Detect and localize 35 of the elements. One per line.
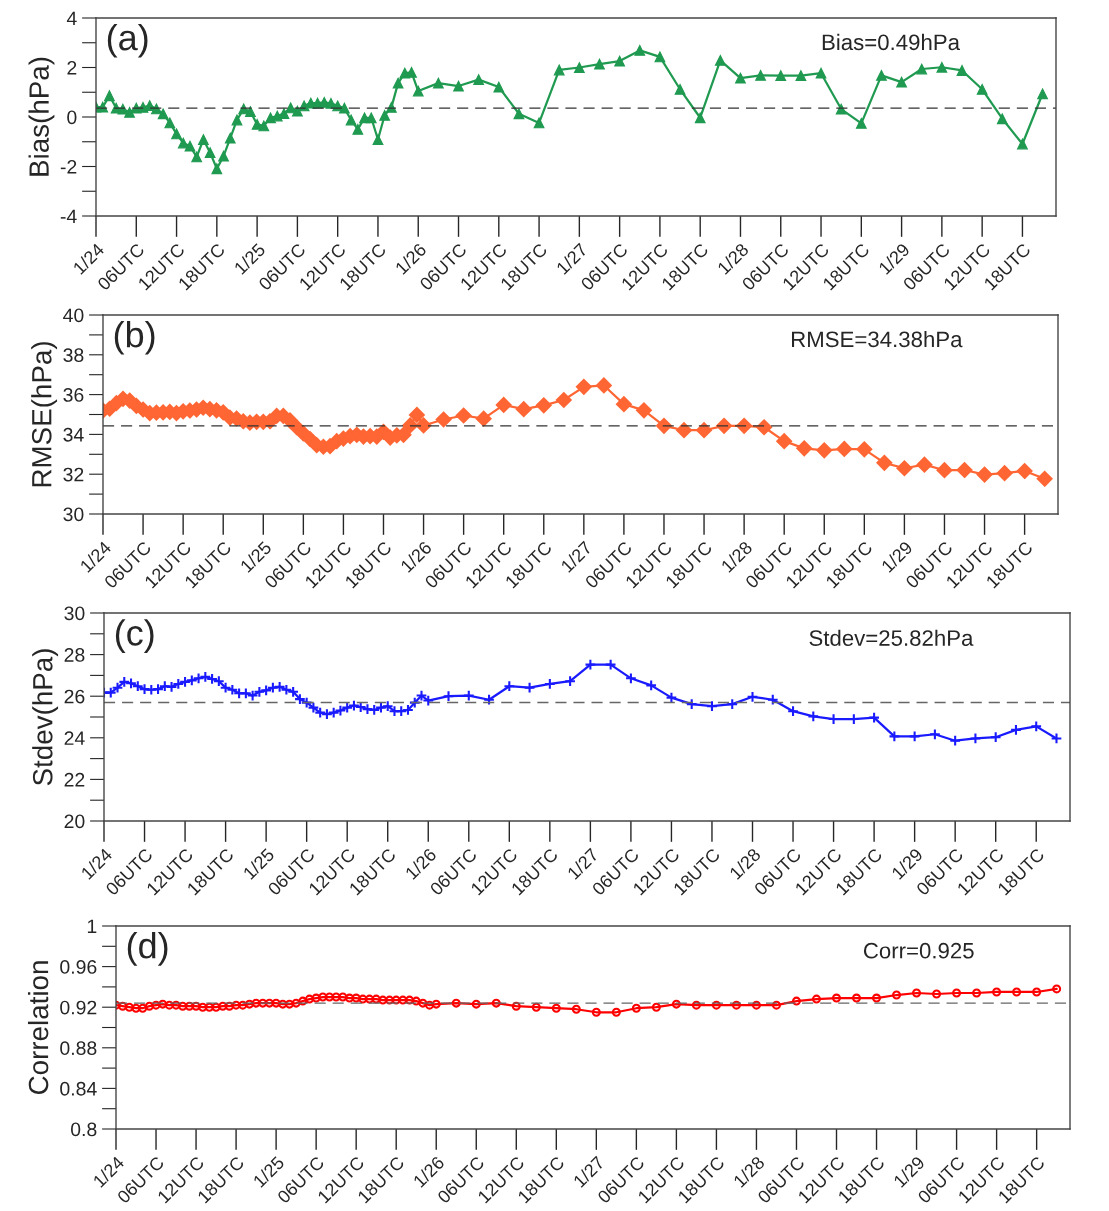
y-tick-label: 30	[63, 507, 84, 522]
y-tick-label: 28	[64, 648, 85, 662]
y-tick-label: 0.92	[60, 1000, 97, 1015]
y-tick-label: -4	[60, 209, 77, 224]
y-tick-label: 36	[63, 388, 84, 402]
y-tick-label: 38	[63, 348, 84, 363]
y-tick-label: 0.88	[60, 1041, 97, 1056]
y-tick-label: 0	[67, 110, 77, 125]
y-axis-title: RMSE(hPa)	[31, 342, 58, 487]
annotation: (b)	[114, 320, 155, 355]
y-tick-label: 30	[64, 606, 85, 621]
y-tick-label: 0.96	[60, 960, 97, 974]
y-axis-title: Correlation	[27, 961, 49, 1095]
y-tick-label: 40	[63, 308, 84, 323]
y-axis-title: Stdev(hPa)	[32, 649, 59, 786]
annotation: Corr=0.925	[863, 942, 974, 959]
y-tick-label: 0.84	[60, 1081, 97, 1096]
y-tick-label: 0.8	[70, 1122, 97, 1137]
annotation: (c)	[115, 619, 154, 653]
annotation: Bias=0.49hPa	[822, 33, 960, 51]
y-tick-label: 2	[67, 60, 77, 75]
y-tick-label: 20	[64, 814, 85, 829]
annotation: RMSE=34.38hPa	[792, 330, 963, 348]
y-tick-label: 1	[87, 919, 97, 934]
y-tick-label: 4	[66, 11, 77, 26]
annotation: Stdev=25.82hPa	[809, 629, 974, 646]
annotation: (a)	[107, 23, 148, 58]
y-tick-label: 26	[64, 689, 85, 704]
y-tick-label: 34	[63, 427, 84, 442]
y-tick-label: 22	[64, 772, 85, 787]
y-tick-label: 24	[64, 731, 85, 745]
annotation: (d)	[127, 932, 168, 966]
y-tick-label: -2	[60, 159, 77, 174]
y-axis-title: Bias(hPa)	[28, 57, 55, 176]
y-tick-label: 32	[63, 467, 84, 482]
